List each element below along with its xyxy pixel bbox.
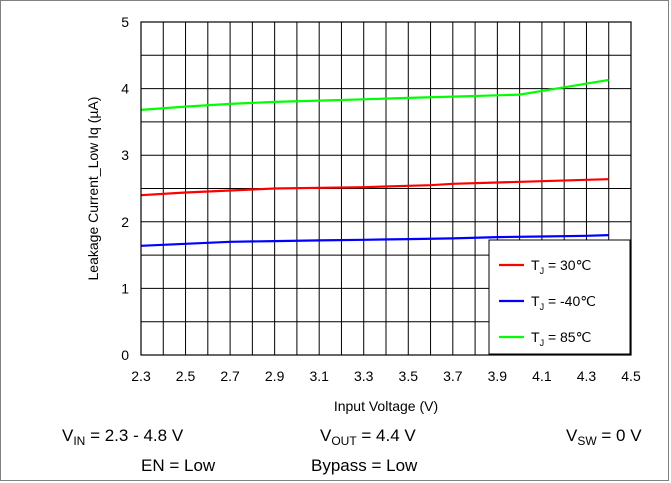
legend-label-0: TJ = 30℃ (531, 257, 591, 276)
legend-label-1: TJ = -40℃ (531, 293, 596, 312)
legend-box (488, 239, 631, 355)
legend-label-2: TJ = 85℃ (531, 329, 591, 348)
condition-vin: VIN = 2.3 - 4.8 V (62, 426, 184, 448)
y-tick-label: 4 (121, 81, 129, 97)
y-tick-labels: 0 1 2 3 4 5 (121, 14, 129, 363)
x-tick-label: 2.7 (220, 368, 240, 384)
x-tick-labels: 2.3 2.5 2.7 2.9 3.1 3.3 3.5 3.7 3.9 4.1 4.3 4.5 (131, 368, 641, 384)
series-line-0 (140, 178, 609, 197)
y-tick-label: 3 (121, 147, 129, 163)
x-tick-label: 3.9 (488, 368, 508, 384)
y-tick-label: 2 (121, 214, 129, 230)
condition-vsw: VSW = 0 V (566, 426, 642, 448)
series-line-2 (140, 78, 609, 111)
x-tick-label: 4.5 (621, 368, 641, 384)
y-tick-label: 1 (121, 280, 129, 296)
condition-bypass: Bypass = Low (311, 456, 418, 475)
y-tick-label: 0 (121, 347, 129, 363)
grid (141, 22, 631, 355)
y-axis-label: Leakage Current_Low Iq (µA) (85, 97, 101, 281)
x-tick-label: 3.5 (399, 368, 419, 384)
x-tick-label: 3.3 (354, 368, 374, 384)
x-axis-label: Input Voltage (V) (334, 398, 438, 414)
series-layer (140, 78, 609, 247)
x-tick-label: 3.1 (309, 368, 329, 384)
y-tick-label: 5 (121, 14, 129, 30)
condition-vout: VOUT = 4.4 V (320, 426, 416, 448)
x-tick-label: 2.3 (131, 368, 151, 384)
x-tick-label: 3.7 (443, 368, 463, 384)
series-line-1 (140, 234, 609, 247)
condition-en: EN = Low (141, 456, 216, 475)
x-tick-label: 2.9 (265, 368, 285, 384)
x-tick-label: 2.5 (176, 368, 196, 384)
plot-area (140, 21, 632, 356)
legend: TJ = 30℃ TJ = -40℃ TJ = 85℃ (488, 239, 631, 355)
x-tick-label: 4.3 (577, 368, 597, 384)
x-tick-label: 4.1 (532, 368, 552, 384)
